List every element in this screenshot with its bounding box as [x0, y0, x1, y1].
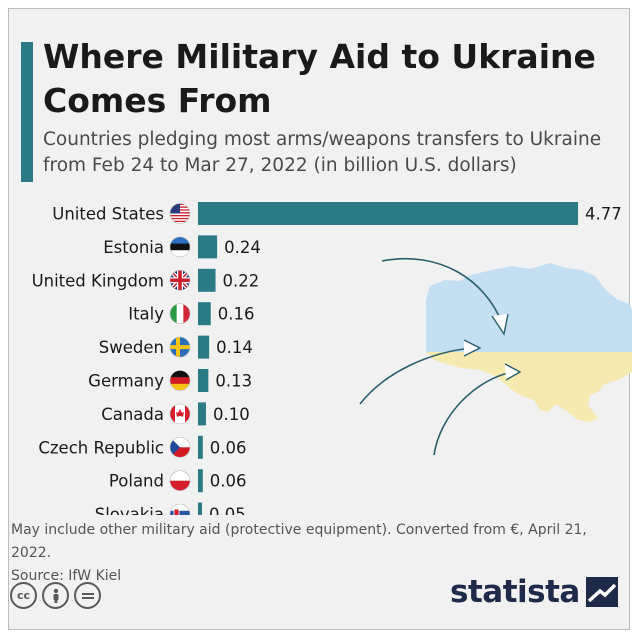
no-derivatives-icon[interactable] [74, 582, 101, 609]
arrow-south-head [504, 363, 522, 381]
germany-flag-icon [169, 370, 191, 391]
bar [198, 335, 210, 359]
category-label: United States [52, 205, 164, 224]
ukraine-map-north [426, 263, 632, 352]
bar-row: United States 4.77 [52, 202, 622, 225]
bar-row: Italy 0.16 [128, 302, 255, 326]
italy-flag-icon [169, 303, 191, 324]
statista-logo-icon [585, 577, 618, 607]
value-label: 4.77 [585, 205, 622, 224]
uk-flag-icon [169, 270, 191, 291]
value-label: 0.10 [213, 405, 250, 424]
value-label: 0.24 [224, 238, 261, 257]
bar [198, 435, 203, 459]
bar-chart: United States 4.77 Estonia 0.24 United Kingd… [32, 202, 632, 515]
bar [198, 402, 206, 426]
category-label: Poland [109, 472, 164, 491]
arrow-north-head [491, 313, 509, 336]
bar-row: United Kingdom 0.22 [32, 268, 260, 292]
sweden-flag-icon [169, 336, 191, 358]
canada-flag-icon [169, 403, 191, 425]
category-label: Sweden [99, 338, 164, 357]
chart-subtitle: Countries pledging most arms/weapons tra… [43, 129, 602, 176]
attribution-icon[interactable] [42, 582, 69, 609]
source-text: Source: IfW Kiel [11, 568, 122, 584]
bar [198, 235, 218, 259]
value-label: 0.22 [223, 271, 260, 290]
value-label: 0.16 [218, 305, 255, 324]
category-label: Italy [128, 305, 164, 324]
bar-row: Slovakia 0.05 [95, 502, 246, 515]
bar [198, 502, 202, 515]
slovakia-flag-icon [169, 503, 191, 515]
bar-row: Poland 0.06 [109, 469, 247, 493]
license-icons: cc [10, 582, 101, 609]
footnote: May include other military aid (protecti… [11, 519, 616, 588]
us-flag-icon [169, 203, 191, 224]
aid-arrows [359, 257, 522, 456]
category-label: Estonia [103, 238, 164, 257]
arrow-middle [359, 347, 473, 405]
bar-row: Czech Republic 0.06 [38, 435, 247, 459]
value-label: 0.14 [216, 338, 253, 357]
bars-layer: United States 4.77 Estonia 0.24 United Kingd… [32, 202, 622, 515]
estonia-flag-icon [169, 236, 191, 258]
cc-icon[interactable]: cc [10, 582, 37, 609]
statista-logo[interactable]: statista [450, 574, 618, 610]
ukraine-map-south [426, 352, 632, 422]
bar [198, 369, 209, 392]
bar [198, 268, 216, 292]
arrow-middle-head [463, 339, 482, 357]
category-label: Canada [101, 405, 164, 424]
bar-row: Estonia 0.24 [103, 235, 261, 259]
bar [198, 202, 578, 225]
bar [198, 302, 211, 326]
category-label: Germany [88, 372, 164, 391]
footnote-text: May include other military aid (protecti… [11, 522, 587, 561]
brand-wordmark: statista [450, 574, 580, 610]
value-label: 0.06 [210, 438, 247, 457]
arrow-north [381, 257, 503, 324]
category-label: Slovakia [95, 505, 164, 515]
value-label: 0.05 [209, 505, 246, 515]
value-label: 0.13 [215, 372, 252, 391]
value-label: 0.06 [210, 472, 247, 491]
arrow-south [433, 371, 513, 456]
bar [198, 469, 203, 493]
ukraine-map [359, 257, 632, 456]
chart-title: Where Military Aid to Ukraine Comes From [43, 37, 596, 120]
poland-flag-icon [169, 470, 191, 492]
bar-row: Sweden 0.14 [99, 335, 253, 359]
bar-row: Germany 0.13 [88, 369, 252, 392]
bar-row: Canada 0.10 [101, 402, 250, 426]
title-accent-bar [21, 42, 33, 182]
category-label: Czech Republic [38, 438, 164, 457]
category-label: United Kingdom [32, 271, 164, 290]
czech-flag-icon [169, 436, 191, 458]
